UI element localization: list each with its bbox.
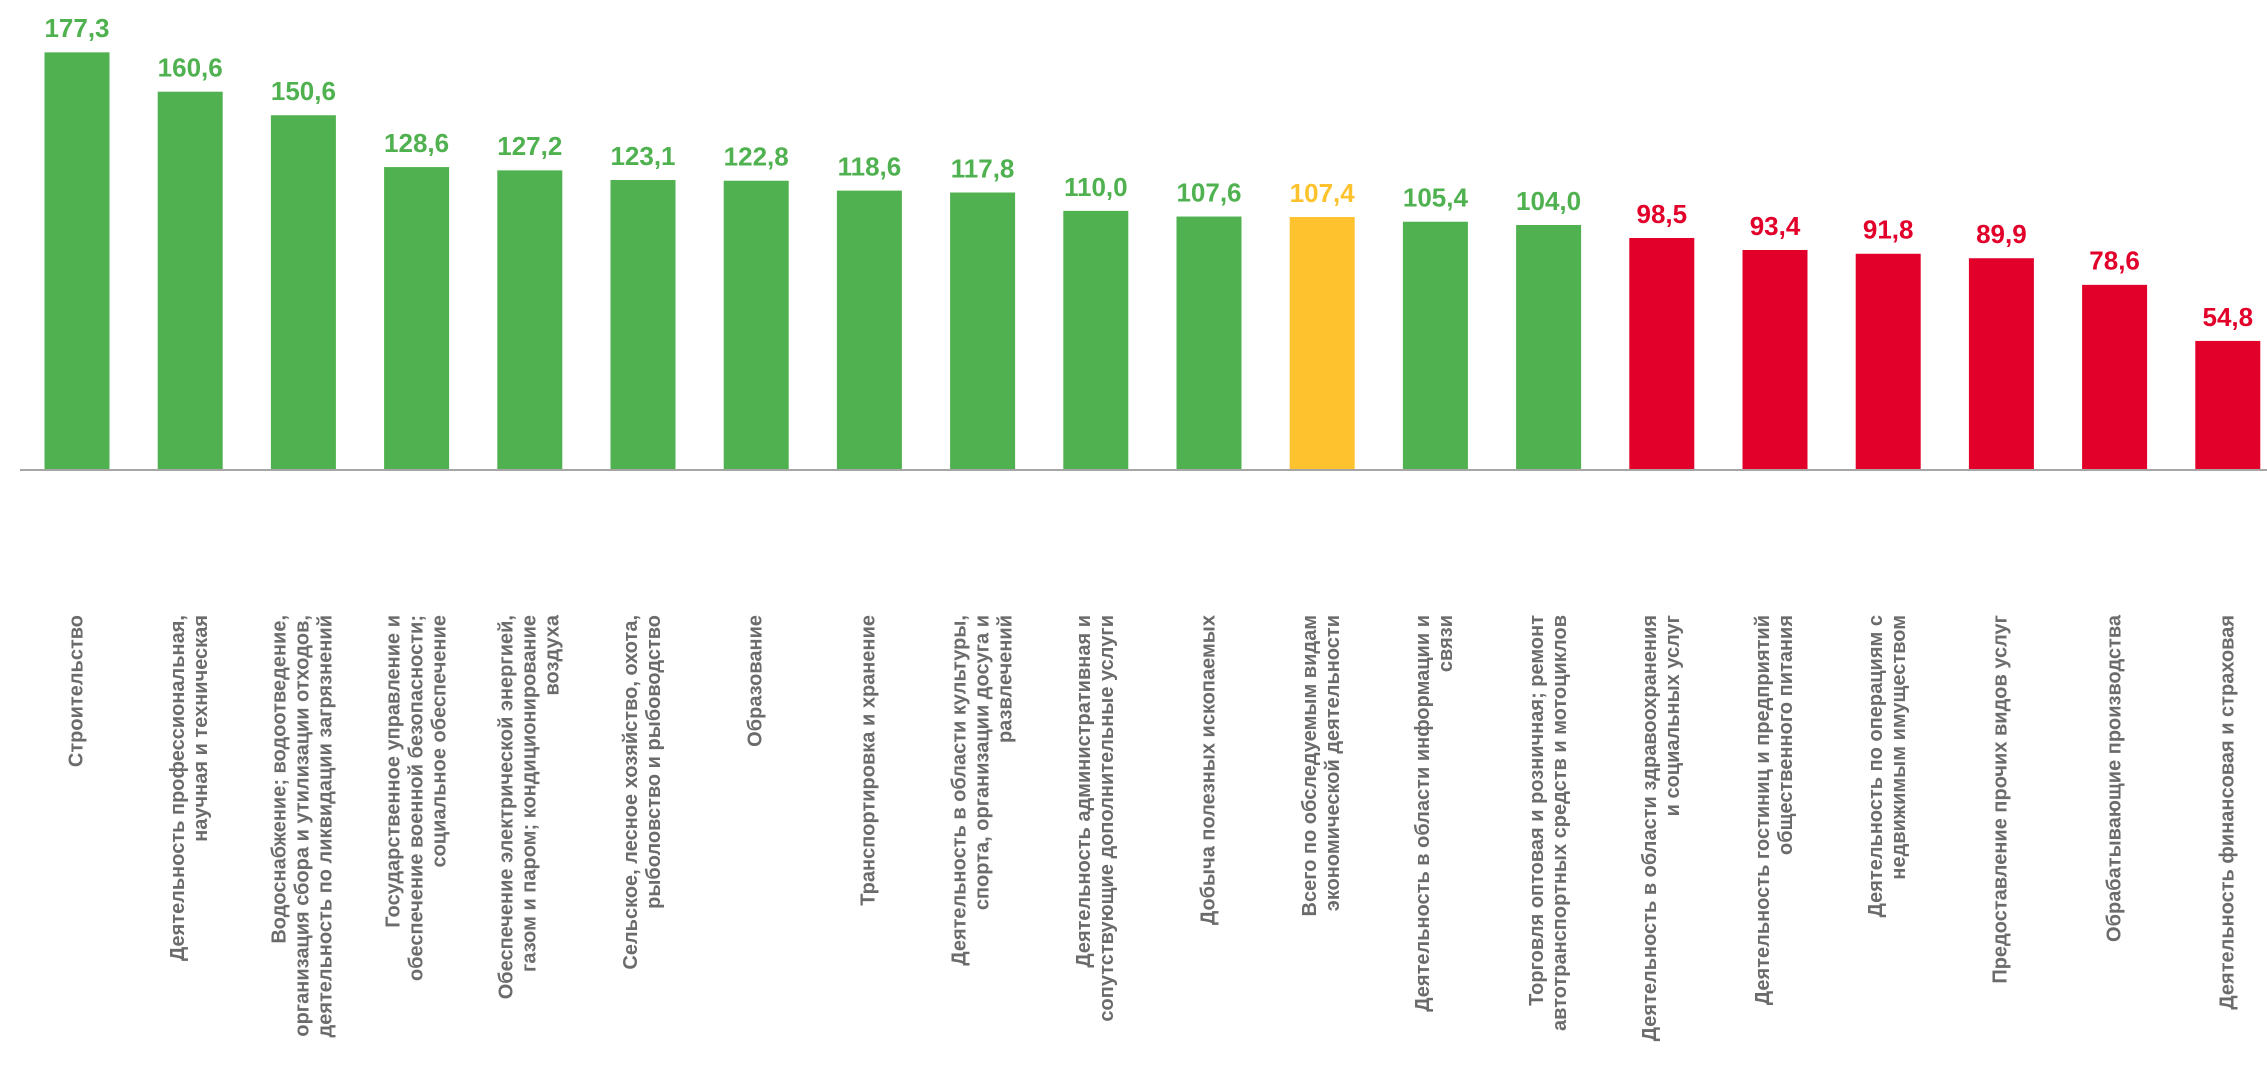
value-label: 104,0: [1516, 186, 1581, 216]
category-label: Деятельность в области информации и связ…: [1412, 615, 1458, 1065]
bar: [1290, 217, 1355, 470]
category-label: Деятельность финансовая и страховая: [2216, 615, 2239, 1065]
value-label: 122,8: [724, 142, 789, 172]
value-label: 78,6: [2089, 246, 2140, 276]
chart: 177,3 160,6 150,6 128,6 127,2 123,1 122,8 118,6…: [0, 0, 2267, 1072]
value-label: 128,6: [384, 128, 449, 158]
bar: [1856, 254, 1921, 470]
value-label: 91,8: [1863, 215, 1914, 245]
value-label: 107,6: [1176, 177, 1241, 207]
bar: [1177, 217, 1242, 470]
category-label: Транспортировка и хранение: [858, 615, 881, 1065]
bar: [1516, 225, 1581, 470]
value-label: 117,8: [951, 153, 1015, 183]
bar: [724, 181, 789, 470]
category-label: Водоснабжение; водоотведение, организаци…: [269, 615, 338, 1065]
category-label: Добыча полезных ископаемых: [1198, 615, 1221, 1065]
bar: [1743, 250, 1808, 470]
category-label: Всего по обследуемым видам экономической…: [1299, 615, 1345, 1065]
category-label: Предоставление прочих видов услуг: [1990, 615, 2013, 1065]
value-label: 160,6: [158, 53, 223, 83]
bar: [384, 167, 449, 470]
value-label: 118,6: [838, 152, 902, 182]
value-label: 107,4: [1290, 178, 1356, 208]
chart-svg: 177,3 160,6 150,6 128,6 127,2 123,1 122,8 118,6…: [0, 0, 2267, 1072]
category-label: Деятельность профессиональная, научная и…: [167, 615, 213, 1065]
category-label: Торговля оптовая и розничная; ремонт авт…: [1526, 615, 1572, 1065]
category-label: Образование: [745, 615, 768, 1065]
bar: [1403, 222, 1468, 470]
bar: [158, 92, 223, 470]
category-label: Деятельность по операциям с недвижимым и…: [1865, 615, 1911, 1065]
value-label: 89,9: [1976, 219, 2027, 249]
value-label: 150,6: [271, 76, 336, 106]
bar: [497, 170, 562, 470]
category-label: Государственное управление и обеспечение…: [382, 615, 451, 1065]
category-label: Обеспечение электрической энергией, газо…: [495, 615, 564, 1065]
bar: [45, 52, 110, 470]
category-label: Строительство: [66, 615, 89, 1065]
category-label: Деятельность в области здравоохранения и…: [1639, 615, 1685, 1065]
bar: [1629, 238, 1694, 470]
value-label: 110,0: [1064, 172, 1128, 202]
bar: [1969, 258, 2034, 470]
bar: [2082, 285, 2147, 470]
bar: [950, 193, 1015, 470]
value-label: 177,3: [44, 13, 109, 43]
category-label: Деятельность административная и сопутств…: [1073, 615, 1119, 1065]
category-label: Сельское, лесное хозяйство, охота, рыбол…: [620, 615, 666, 1065]
bar: [611, 180, 676, 470]
value-label: 98,5: [1636, 199, 1687, 229]
bar: [271, 115, 336, 470]
category-label: Деятельность в области культуры, спорта,…: [948, 615, 1017, 1065]
bar: [1063, 211, 1128, 470]
value-label: 54,8: [2202, 302, 2253, 332]
value-label: 93,4: [1750, 211, 1801, 241]
category-label: Деятельность гостиниц и предприятий обще…: [1752, 615, 1798, 1065]
category-label: Обрабатывающие производства: [2103, 615, 2126, 1065]
value-label: 123,1: [610, 141, 675, 171]
bar: [837, 191, 902, 470]
value-label: 127,2: [497, 131, 562, 161]
value-label: 105,4: [1403, 183, 1469, 213]
bar: [2195, 341, 2260, 470]
